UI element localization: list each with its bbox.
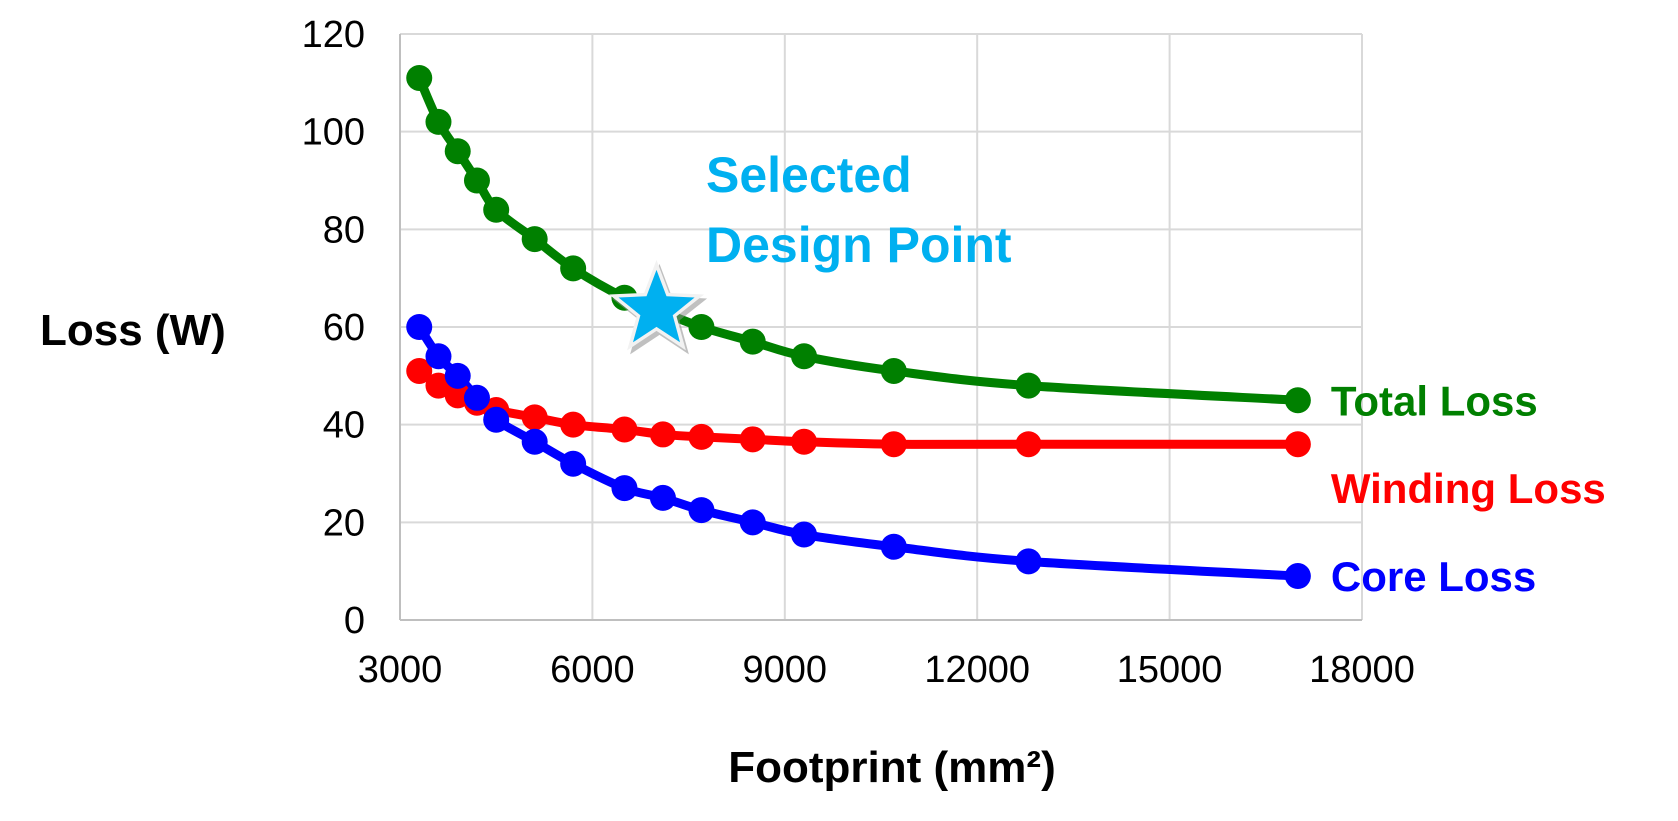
core-loss-point	[880, 533, 907, 560]
plot-border	[399, 34, 1362, 621]
winding-loss-line	[414, 366, 1303, 449]
winding-loss-point	[1284, 431, 1311, 458]
total-loss-point	[444, 138, 471, 165]
total-loss-point	[739, 328, 766, 355]
y-tick-label: 60	[323, 307, 365, 349]
x-tick-label: 15000	[1117, 649, 1223, 691]
winding-loss-point	[739, 426, 766, 453]
x-tick-label: 12000	[924, 649, 1030, 691]
total-loss-point	[1284, 387, 1311, 414]
core-loss-point	[649, 484, 676, 511]
winding-loss-point	[649, 421, 676, 448]
selected-design-point: Selected Design Point	[609, 147, 1012, 355]
winding-loss-point	[406, 357, 433, 384]
y-tick-label: 40	[323, 405, 365, 447]
winding-loss-point	[521, 404, 548, 431]
core-loss-point	[406, 314, 433, 340]
core-loss-point	[560, 450, 587, 477]
star-marker	[618, 269, 695, 343]
total-loss-point	[1015, 372, 1042, 399]
winding-loss-point	[688, 423, 715, 450]
winding-loss-point	[1015, 431, 1042, 458]
core-loss-point	[611, 475, 638, 502]
total-loss-point	[483, 196, 510, 223]
total-loss-point	[791, 343, 818, 370]
winding-loss-point	[560, 411, 587, 438]
core-loss-label: Core Loss	[1331, 553, 1536, 600]
total-loss-point	[560, 255, 587, 282]
y-tick-labels: 0 20 40 60 80 100 120	[302, 14, 365, 642]
total-loss-point	[406, 64, 433, 91]
x-axis-title: Footprint (mm²)	[728, 743, 1055, 792]
x-tick-label: 18000	[1309, 649, 1415, 691]
total-loss-point	[521, 226, 548, 253]
annotation-line-1: Design Point	[706, 217, 1012, 273]
x-tick-label: 3000	[358, 649, 443, 691]
y-tick-label: 120	[302, 14, 365, 56]
total-loss-label: Total Loss	[1331, 377, 1538, 424]
core-loss-point	[463, 384, 490, 411]
x-tick-labels: 3000 6000 9000 12000 15000 18000	[358, 649, 1415, 691]
total-loss-point	[425, 108, 452, 135]
series-points	[406, 64, 1311, 590]
series-labels: Total Loss Winding Loss Core Loss	[1331, 377, 1606, 600]
y-tick-label: 100	[302, 112, 365, 154]
core-loss-point	[444, 362, 471, 389]
core-loss-point	[521, 428, 548, 455]
core-loss-point	[483, 406, 510, 433]
core-loss-point	[791, 521, 818, 548]
grid	[399, 33, 1363, 621]
core-loss-point	[425, 343, 452, 370]
y-tick-label: 80	[323, 209, 365, 251]
total-loss-point	[688, 314, 715, 340]
y-axis-title: Loss (W)	[40, 306, 226, 355]
x-tick-label: 9000	[743, 649, 828, 691]
annotation-line-0: Selected	[706, 147, 912, 203]
core-loss-point	[688, 497, 715, 524]
core-loss-point	[1284, 563, 1311, 590]
total-loss-point	[463, 167, 490, 194]
y-tick-label: 0	[344, 600, 365, 642]
core-loss-point	[739, 509, 766, 536]
winding-loss-point	[791, 428, 818, 455]
y-tick-label: 20	[323, 502, 365, 544]
winding-loss-label: Winding Loss	[1331, 465, 1606, 512]
total-loss-point	[880, 357, 907, 384]
core-loss-point	[1015, 548, 1042, 575]
winding-loss-point	[425, 372, 452, 399]
x-tick-label: 6000	[550, 649, 635, 691]
winding-loss-point	[880, 431, 907, 458]
winding-loss-point	[611, 416, 638, 443]
